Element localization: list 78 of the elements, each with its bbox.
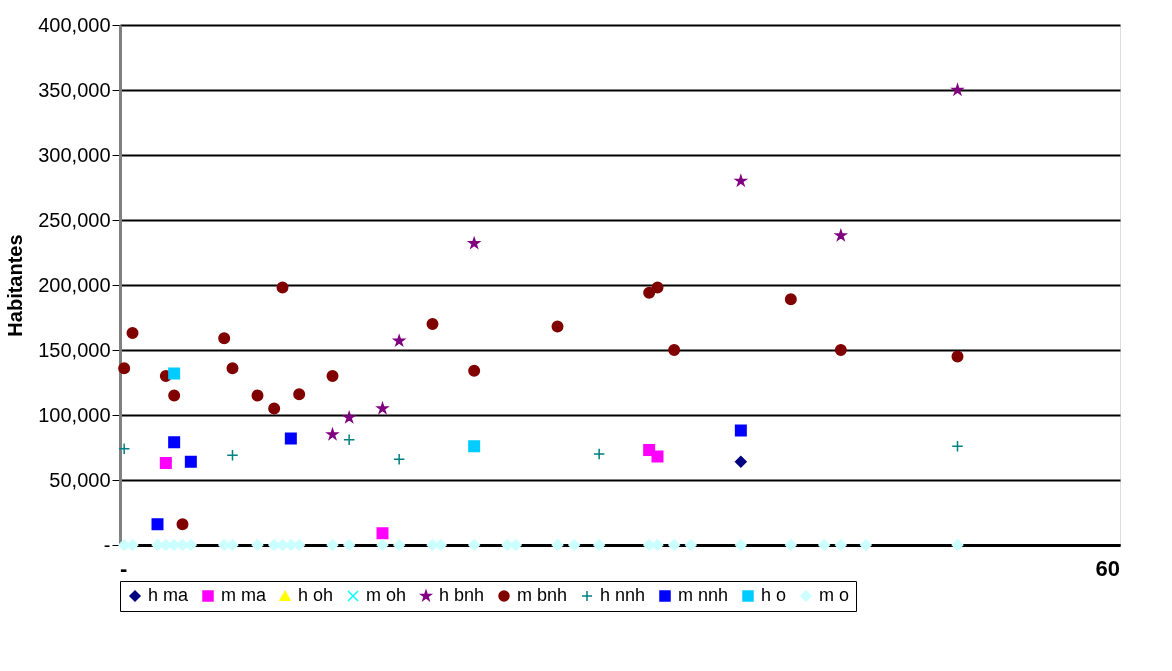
point xyxy=(293,388,306,401)
legend-label: h oh xyxy=(298,585,334,605)
point xyxy=(184,455,197,468)
point xyxy=(393,539,406,551)
y-tick-label: 200,000 xyxy=(38,273,111,296)
point xyxy=(784,293,797,306)
point xyxy=(668,539,681,551)
point xyxy=(593,539,606,551)
legend-label: h o xyxy=(761,585,787,605)
point xyxy=(551,539,564,551)
point xyxy=(176,518,189,531)
y-tick-label: 300,000 xyxy=(38,143,111,166)
point xyxy=(343,539,356,551)
legend-label: m bnh xyxy=(517,585,568,605)
point xyxy=(168,367,181,380)
point xyxy=(326,539,339,551)
point xyxy=(651,450,664,463)
y-tick-label: 350,000 xyxy=(38,78,111,101)
point xyxy=(951,350,964,363)
point xyxy=(859,539,872,551)
point xyxy=(376,527,389,540)
point xyxy=(734,424,747,437)
point xyxy=(951,440,964,453)
point xyxy=(226,362,239,375)
point xyxy=(268,402,281,415)
point xyxy=(426,318,439,330)
point xyxy=(834,539,847,551)
point xyxy=(126,327,139,340)
point xyxy=(818,539,831,551)
point xyxy=(118,442,131,455)
point xyxy=(326,428,339,440)
point xyxy=(468,364,481,377)
point xyxy=(468,539,481,551)
point xyxy=(326,370,339,382)
y-tick-label: 100,000 xyxy=(38,403,111,426)
point xyxy=(343,433,356,446)
point xyxy=(276,281,289,294)
text: - xyxy=(120,556,128,581)
y-tick-label: - xyxy=(103,533,111,556)
point xyxy=(734,455,747,468)
point xyxy=(684,539,697,551)
point xyxy=(159,457,172,470)
point xyxy=(376,539,389,551)
legend-label: m oh xyxy=(366,585,407,605)
point xyxy=(643,286,656,299)
point xyxy=(118,362,131,375)
point xyxy=(951,539,964,551)
legend-label: m o xyxy=(819,585,850,605)
point xyxy=(784,539,797,551)
y-axis-title: Habitantes xyxy=(4,234,27,337)
point xyxy=(151,518,164,531)
point xyxy=(251,389,264,402)
point xyxy=(568,539,581,551)
point xyxy=(551,320,564,333)
point xyxy=(376,402,389,414)
point xyxy=(393,453,406,466)
point xyxy=(168,389,181,402)
text: 60 xyxy=(1095,556,1120,581)
point xyxy=(468,440,481,453)
point xyxy=(593,448,606,460)
y-tick-label: 400,000 xyxy=(38,13,111,36)
legend-label: m ma xyxy=(221,585,267,605)
legend-label: m nnh xyxy=(678,585,729,605)
point xyxy=(651,281,664,294)
y-tick-label: 250,000 xyxy=(38,208,111,231)
point xyxy=(668,344,681,356)
legend-label: h bnh xyxy=(439,585,485,605)
point xyxy=(168,436,181,449)
point xyxy=(834,344,847,356)
point xyxy=(226,449,239,462)
point xyxy=(284,432,297,445)
legend-label: h ma xyxy=(148,585,190,605)
legend-label: h nnh xyxy=(600,585,646,605)
y-tick-label: 50,000 xyxy=(49,468,111,491)
y-tick-label: 150,000 xyxy=(38,338,111,361)
point xyxy=(734,539,747,551)
point xyxy=(251,539,264,551)
point xyxy=(218,332,231,345)
